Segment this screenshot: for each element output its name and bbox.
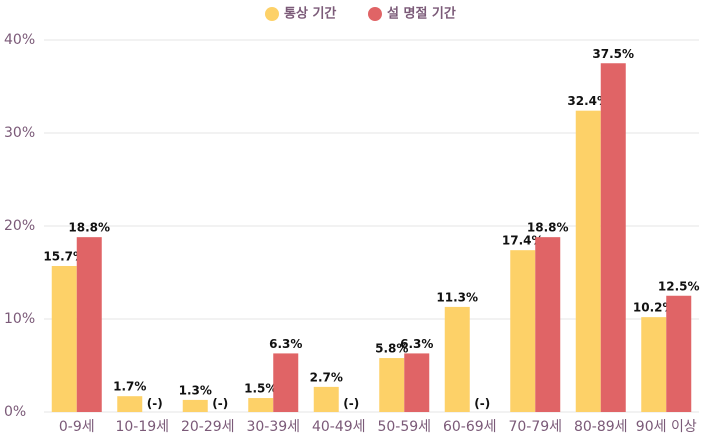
x-tick-label: 50-59세 [377, 419, 431, 435]
x-tick-label: 40-49세 [312, 419, 366, 435]
bar [404, 353, 430, 412]
legend-label: 설 명절 기간 [387, 6, 456, 22]
value-label: 6.3% [400, 337, 433, 351]
value-label: 1.7% [113, 380, 146, 394]
value-label: 5.8% [375, 342, 408, 356]
value-label: (-) [147, 397, 163, 411]
value-label: 2.7% [310, 370, 343, 384]
bar [535, 237, 561, 412]
value-label: (-) [474, 397, 490, 411]
value-label: 18.8% [527, 221, 569, 235]
value-label: 18.8% [68, 221, 110, 235]
value-label: 32.4% [567, 94, 609, 108]
x-tick-label: 0-9세 [59, 419, 95, 435]
bar [600, 63, 626, 412]
value-label: 1.5% [244, 382, 277, 396]
bar [444, 306, 470, 412]
bar [51, 265, 77, 412]
bar [117, 396, 143, 412]
y-tick-label: 40% [4, 32, 35, 48]
bar [575, 110, 601, 413]
legend-swatch [265, 7, 279, 21]
x-tick-label: 10-19세 [115, 419, 169, 435]
x-tick-label: 80-89세 [574, 419, 628, 435]
value-label: 17.4% [502, 234, 544, 248]
y-tick-label: 0% [4, 404, 26, 420]
bar [666, 295, 692, 412]
x-tick-label: 90세 이상 [636, 419, 697, 435]
value-label: (-) [212, 397, 228, 411]
x-tick-label: 30-39세 [246, 419, 300, 435]
y-tick-label: 10% [4, 311, 35, 327]
legend-swatch [368, 7, 382, 21]
value-label: 10.2% [633, 301, 675, 315]
legend-label: 통상 기간 [284, 6, 336, 22]
x-tick-label: 20-29세 [181, 419, 235, 435]
value-label: 1.3% [179, 383, 212, 397]
value-label: 15.7% [43, 249, 85, 263]
value-label: 11.3% [436, 290, 478, 304]
y-tick-label: 20% [4, 218, 35, 234]
value-label: 6.3% [269, 337, 302, 351]
bar [273, 353, 299, 412]
bar [182, 399, 208, 412]
bar [248, 398, 274, 412]
bar [510, 250, 536, 412]
value-label: 12.5% [658, 279, 700, 293]
value-label: (-) [343, 397, 359, 411]
y-tick-label: 30% [4, 125, 35, 141]
bar [76, 237, 102, 412]
x-tick-label: 70-79세 [508, 419, 562, 435]
bar [379, 358, 405, 412]
bar [641, 317, 667, 412]
value-label: 37.5% [592, 47, 634, 61]
bar [313, 386, 339, 412]
x-tick-label: 60-69세 [443, 419, 497, 435]
